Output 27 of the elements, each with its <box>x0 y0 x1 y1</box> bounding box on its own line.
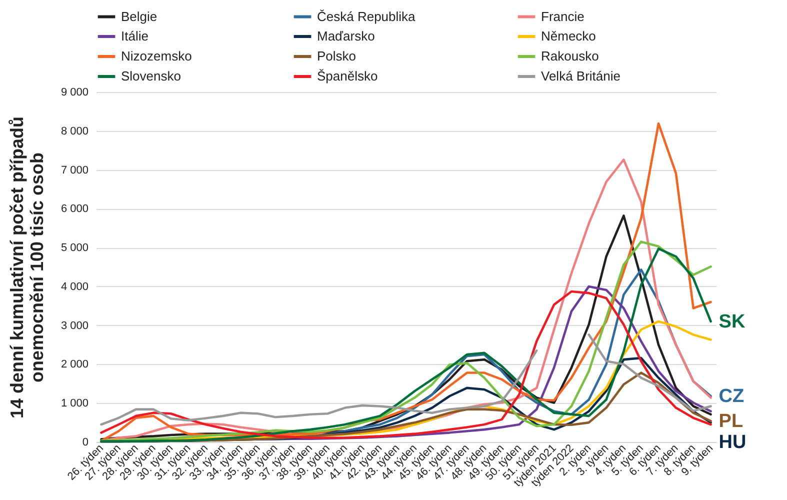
y-tick-label: 2 000 <box>60 358 88 371</box>
legend-label: Velká Británie <box>541 68 620 84</box>
legend-label: Francie <box>541 8 584 24</box>
legend-label: Belgie <box>121 8 158 24</box>
annotation: CZ <box>718 386 744 408</box>
y-tick-label: 6 000 <box>60 203 88 216</box>
y-tick-label: 0 <box>82 436 88 448</box>
legend-label: Španělsko <box>317 68 378 84</box>
legend-label: Rakousko <box>541 48 599 64</box>
legend-label: Maďarsko <box>317 28 375 44</box>
y-axis-title: 14 denní kumulativní počet případů onemocnění 100 tisíc osob <box>6 116 47 419</box>
y-tick-label: 9 000 <box>60 86 88 98</box>
legend-label: Německo <box>541 28 596 44</box>
legend-label: Itálie <box>121 28 148 44</box>
annotation: SK <box>718 311 746 332</box>
annotation: HU <box>718 432 746 453</box>
legend-label: Polsko <box>317 48 356 64</box>
y-tick-label: 8 000 <box>60 125 88 138</box>
y-tick-label: 5 000 <box>60 242 88 254</box>
y-tick-label: 1 000 <box>60 398 88 410</box>
y-tick-label: 3 000 <box>60 320 88 332</box>
annotation: PL <box>718 411 744 432</box>
legend-label: Česká Republika <box>317 8 416 24</box>
y-tick-label: 7 000 <box>60 164 88 176</box>
y-tick-label: 4 000 <box>60 280 88 293</box>
legend-label: Slovensko <box>121 68 181 84</box>
legend-label: Nizozemsko <box>121 48 192 64</box>
